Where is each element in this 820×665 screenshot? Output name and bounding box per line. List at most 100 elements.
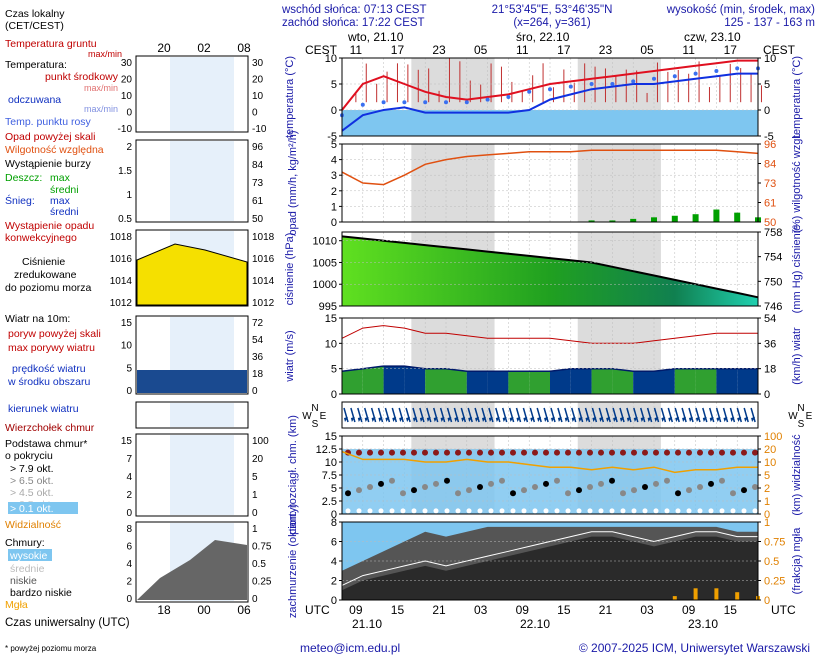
legend-chmury: Chmury:: [5, 537, 45, 549]
cloud-top-dot-16: [521, 450, 527, 456]
cloud-base-dot-20: [565, 490, 571, 496]
mini-rtick-1-2: 73: [252, 178, 264, 189]
cloud-low-dot-24: [610, 508, 615, 513]
hour-local-7: 05: [640, 43, 654, 57]
cloud-base-dot-34: [719, 478, 725, 484]
utc-label-left: UTC: [305, 603, 330, 617]
cloud-base-dot-2: [367, 484, 373, 490]
pressure-axis-label-right: (mm Hg) ciśnienie: [791, 225, 803, 314]
coords-text: 21°53'45"E, 53°46'35"N: [492, 4, 613, 16]
legend-cisnienie-2: zredukowane: [14, 269, 77, 281]
mini-panel-night-1: [170, 141, 234, 221]
legend-poryw-pow-skali: poryw powyżej skali: [8, 328, 101, 340]
legend-deszcz-max: max: [50, 172, 71, 184]
dew-point-9: [527, 90, 531, 94]
cloud-base-dot-29: [664, 478, 670, 484]
wind-area-7: [488, 371, 509, 394]
legend-burza: Wystąpienie burzy: [5, 158, 91, 170]
cloud-top-dot-31: [686, 450, 692, 456]
mini-rtick-6-1: 0.75: [252, 542, 272, 553]
legend-deszcz: Deszcz:: [5, 172, 42, 184]
legend-left-hour-2: 02: [197, 41, 211, 55]
cloud-base-dot-24: [609, 478, 615, 484]
cloud-low-dot-19: [555, 508, 560, 513]
legend-niskie: niskie: [10, 575, 37, 587]
mini-ltick-0-1: 20: [121, 75, 133, 86]
legend-czas-lokalny-sub: (CET/CEST): [5, 20, 64, 32]
footer-email[interactable]: meteo@icm.edu.pl: [300, 641, 400, 655]
cloud-base-dot-32: [697, 484, 703, 490]
cloud-base-dot-35: [730, 490, 736, 496]
mini-rtick-0-4: -10: [252, 124, 267, 135]
cloud-top-dot-4: [389, 450, 395, 456]
hour-local-5: 17: [557, 43, 571, 57]
legend-okt-45: > 4.5 okt.: [10, 487, 54, 499]
dew-point-13: [610, 82, 614, 86]
mini-rtick-2-0: 1018: [252, 232, 275, 243]
ltick-label-3-1: 5: [331, 364, 337, 376]
cloud-base-dot-26: [631, 487, 637, 493]
cloud-base-dot-3: [378, 481, 384, 487]
dew-point-16: [673, 74, 677, 78]
cloud-top-dot-8: [433, 450, 439, 456]
legend-srednie: średnie: [10, 563, 45, 575]
compass-n: N: [311, 403, 318, 414]
legend-okt-79: > 7.9 okt.: [10, 463, 54, 475]
dew-point-14: [631, 79, 635, 83]
rtick-label-0-3: 10: [764, 53, 776, 65]
mini-panel-night-4: [170, 403, 234, 427]
mini-panel-1: 21.510.59684736150: [118, 140, 263, 225]
dew-point-6: [465, 100, 469, 104]
cloud-top-dot-30: [675, 450, 681, 456]
cloud-low-dot-7: [423, 508, 428, 513]
ltick-label-3-2: 10: [325, 338, 337, 350]
legend-opad-pow-skali: Opad powyżej skali: [5, 131, 95, 143]
rtick-label-0-1: 0: [764, 105, 770, 117]
wind-area-1: [363, 366, 384, 394]
legend-widzialnosc: Widzialność: [5, 519, 61, 531]
dew-point-8: [506, 95, 510, 99]
mini-rtick-3-2: 36: [252, 352, 264, 363]
mini-rtick-3-4: 0: [252, 386, 258, 397]
cloud-low-dot-12: [478, 508, 483, 513]
mini-ltick-5-2: 4: [126, 472, 132, 483]
legend-mgla: Mgła: [5, 599, 28, 611]
legend-czas-lokalny: Czas lokalny: [5, 8, 65, 20]
cloud-low-dot-10: [456, 508, 461, 513]
dew-point-18: [714, 69, 718, 73]
dew-point-15: [652, 77, 656, 81]
temp-axis-label-left: temperatura (°C): [284, 56, 296, 138]
mini-ltick-0-4: -10: [118, 124, 133, 135]
fog-bar-16: [673, 596, 677, 600]
mini-wind-area: [137, 370, 247, 393]
cloud-low-dot-11: [467, 508, 472, 513]
mini-ltick-5-0: 15: [121, 436, 133, 447]
fog-bar-19: [735, 592, 739, 600]
rtick-label-5-4: 10: [764, 457, 776, 469]
hour-utc-0: 09: [349, 603, 363, 617]
wind-area-2: [384, 366, 405, 394]
ltick-label-0-2: 5: [331, 79, 337, 91]
mini-rtick-5-3: 1: [252, 490, 258, 501]
legend-wilgotnosc: Wilgotność względna: [5, 144, 104, 156]
cloud-base-dot-0: [345, 490, 351, 496]
mini-ltick-6-1: 6: [126, 542, 132, 553]
rtick-label-1-1: 61: [764, 198, 776, 210]
precip-bar-19: [734, 213, 740, 222]
mini-ltick-2-2: 1014: [110, 276, 133, 287]
temp-below-zero: [342, 110, 758, 136]
cloud-top-dot-11: [466, 450, 472, 456]
cloud-low-dot-37: [753, 508, 758, 513]
rtick-label-5-2: 2: [764, 483, 770, 495]
mini-rtick-6-3: 0.25: [252, 577, 272, 588]
cloud-top-dot-22: [587, 450, 593, 456]
dew-point-2: [382, 100, 386, 104]
cloud-base-dot-28: [653, 481, 659, 487]
cloud-low-dot-17: [533, 508, 538, 513]
ltick-label-6-0: 0: [331, 595, 337, 607]
legend-okt-01: > 0.1 okt.: [10, 503, 54, 515]
cloud-base-dot-33: [708, 481, 714, 487]
cloud-top-dot-7: [422, 450, 428, 456]
cloud-top-dot-21: [576, 450, 582, 456]
